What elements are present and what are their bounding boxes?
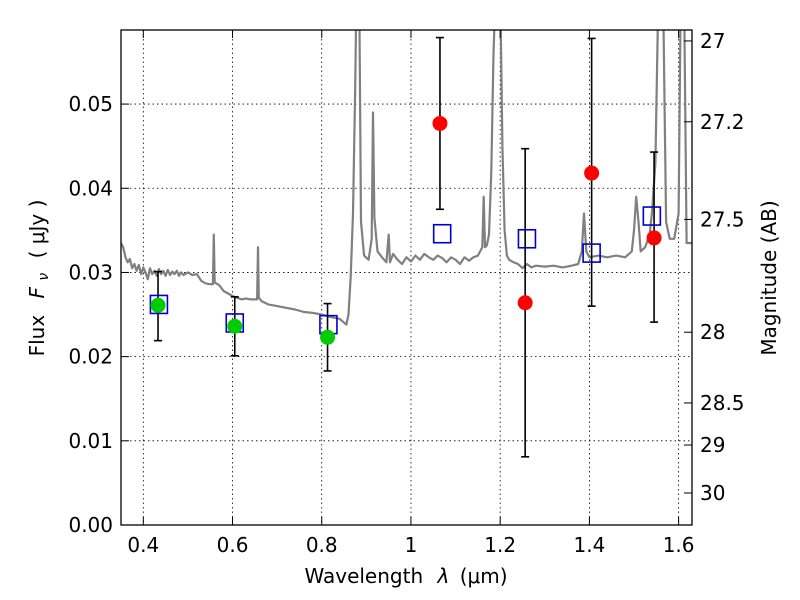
x-axis-label: Wavelength λ (μm) xyxy=(304,564,507,588)
sed-model xyxy=(121,30,692,326)
measured-point-circle xyxy=(227,318,243,334)
x-tick-label: 0.6 xyxy=(217,533,249,557)
model-point-square xyxy=(582,243,601,263)
y-axis-label: Flux F ν ( μJy ) xyxy=(25,200,53,357)
model-point-square xyxy=(149,294,169,315)
x-tick-label: 1.4 xyxy=(573,533,605,557)
model-point-square xyxy=(642,206,662,226)
measured-point-circle xyxy=(584,165,600,181)
x-tick-label: 1 xyxy=(405,533,418,557)
model-point-square xyxy=(432,223,452,244)
y2-tick-label: 27.2 xyxy=(700,110,745,134)
plot-frame xyxy=(120,29,693,526)
measured-point-circle xyxy=(320,329,336,345)
sed-model-line xyxy=(121,30,692,326)
model-point-square xyxy=(517,228,537,249)
x-tick-label: 1.6 xyxy=(663,533,695,557)
y-tick-label: 0.02 xyxy=(68,345,113,369)
y2-tick-label: 27 xyxy=(700,29,725,53)
y-tick-label: 0.00 xyxy=(68,513,113,537)
x-tick-label: 0.4 xyxy=(127,533,159,557)
y2-tick-label: 28.5 xyxy=(700,391,745,415)
measured-point-circle xyxy=(646,230,662,246)
y2-tick-label: 29 xyxy=(700,433,725,457)
y-tick-label: 0.05 xyxy=(68,92,113,116)
y2-tick-label: 27.5 xyxy=(700,207,745,231)
y-tick-label: 0.03 xyxy=(68,260,113,284)
y-axis-left: 0.00 0.01 0.02 0.03 0.04 0.05 xyxy=(68,92,129,537)
data-markers xyxy=(149,115,662,345)
measured-point-circle xyxy=(150,297,166,313)
measured-point-circle xyxy=(517,295,533,311)
y2-axis-label: Magnitude (AB) xyxy=(757,200,781,355)
grid xyxy=(121,30,692,526)
x-tick-label: 0.8 xyxy=(306,533,338,557)
x-tick-label: 1.2 xyxy=(484,533,516,557)
y2-tick-label: 30 xyxy=(700,481,725,505)
y-tick-label: 0.04 xyxy=(68,176,113,200)
y-axis-right: 27 27.2 27.5 28 28.5 29 30 xyxy=(684,29,745,505)
x-axis: 0.4 0.6 0.8 1 1.2 1.4 1.6 xyxy=(127,30,695,557)
y-tick-label: 0.01 xyxy=(68,429,113,453)
y2-tick-label: 28 xyxy=(700,320,725,344)
measured-point-circle xyxy=(432,115,448,131)
